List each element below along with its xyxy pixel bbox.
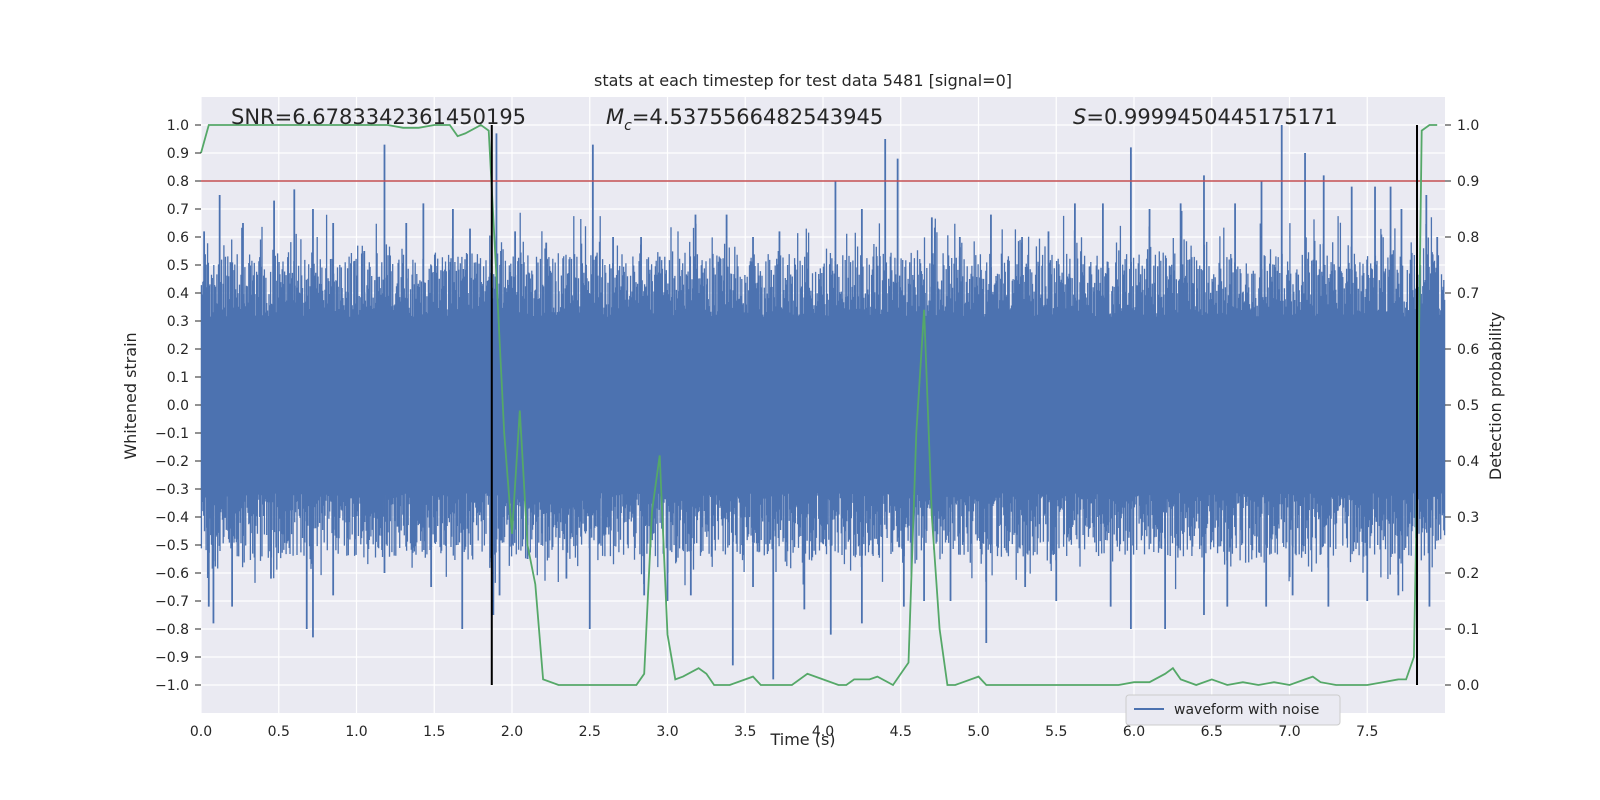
y-right-axis-label: Detection probability <box>1486 312 1505 480</box>
y-right-tick-label: 0.6 <box>1457 342 1479 358</box>
y-tick-label: −1.0 <box>155 678 189 694</box>
x-axis-label: Time (s) <box>769 730 835 749</box>
y-tick-label: −0.3 <box>155 482 189 498</box>
x-tick-label: 5.5 <box>1045 724 1067 740</box>
y-right-tick-label: 0.8 <box>1457 230 1479 246</box>
y-tick-label: −0.7 <box>155 594 189 610</box>
x-tick-label: 2.5 <box>579 724 601 740</box>
s-value: =0.9999450445175171 <box>1086 105 1337 129</box>
y-right-axis-ticks: 1.0 0.9 0.8 0.7 0.6 0.5 0.4 0.3 0.2 0.1 0.0 <box>1445 118 1479 694</box>
x-tick-label: 7.5 <box>1356 724 1378 740</box>
x-axis-ticks: 0.0 0.5 1.0 1.5 2.0 2.5 3.0 3.5 4.0 4.5 5.0 5.5 6.0 6… <box>190 724 1379 740</box>
chart-title: stats at each timestep for test data 548… <box>594 71 1012 90</box>
legend-box <box>1125 694 1341 726</box>
x-tick-label: 4.0 <box>812 724 834 740</box>
y-right-tick-label: 0.9 <box>1457 174 1479 190</box>
x-tick-label: 6.5 <box>1201 724 1223 740</box>
x-tick-label: 7.0 <box>1278 724 1300 740</box>
y-right-tick-label: 0.2 <box>1457 566 1479 582</box>
legend-label: waveform with noise <box>1174 702 1319 718</box>
y-right-tick-label: 0.4 <box>1457 454 1479 470</box>
probability-series-line <box>200 123 1438 687</box>
y-tick-label: 0.1 <box>167 370 189 386</box>
y-right-tick-label: 0.7 <box>1457 286 1479 302</box>
y-tick-label: 0.4 <box>167 286 189 302</box>
x-tick-label: 3.5 <box>734 724 756 740</box>
y-tick-label: 0.9 <box>167 146 189 162</box>
x-tick-label: 0.5 <box>268 724 290 740</box>
y-right-tick-label: 0.5 <box>1457 398 1479 414</box>
x-tick-label: 1.0 <box>345 724 367 740</box>
x-tick-label: 4.5 <box>890 724 912 740</box>
y-tick-label: −0.6 <box>155 566 189 582</box>
y-tick-label: 0.8 <box>167 174 189 190</box>
y-right-tick-label: 0.0 <box>1457 678 1479 694</box>
y-right-tick-label: 1.0 <box>1457 118 1479 134</box>
mc-annotation: Mc=4.5375566482543945 <box>606 105 883 134</box>
y-tick-label: 0.6 <box>167 230 189 246</box>
y-tick-label: −0.4 <box>155 510 189 526</box>
y-right-tick-label: 0.1 <box>1457 622 1479 638</box>
waveform-body <box>200 211 1446 592</box>
y-tick-label: 0.3 <box>167 314 189 330</box>
y-tick-label: 0.0 <box>167 398 189 414</box>
mc-symbol: M <box>606 105 624 129</box>
s-symbol: S <box>1073 105 1086 129</box>
x-tick-label: 5.0 <box>967 724 989 740</box>
y-tick-label: −0.1 <box>155 426 189 442</box>
x-tick-label: 2.0 <box>501 724 523 740</box>
x-tick-label: 6.0 <box>1123 724 1145 740</box>
y-tick-label: 1.0 <box>167 118 189 134</box>
y-tick-label: 0.2 <box>167 342 189 358</box>
x-tick-label: 1.5 <box>423 724 445 740</box>
snr-annotation: SNR=6.6783342361450195 <box>231 105 526 129</box>
s-annotation: S=0.9999450445175171 <box>1073 105 1338 129</box>
y-axis-label: Whitened strain <box>121 332 140 459</box>
x-tick-label: 0.0 <box>190 724 212 740</box>
y-tick-label: −0.5 <box>155 538 189 554</box>
y-tick-label: −0.9 <box>155 650 189 666</box>
y-axis-ticks: 1.0 0.9 0.8 0.7 0.6 0.5 0.4 0.3 0.2 0.1 0.0 −0.1 −0.… <box>155 118 201 694</box>
y-tick-label: −0.8 <box>155 622 189 638</box>
x-tick-label: 3.0 <box>656 724 678 740</box>
mc-subscript: c <box>624 118 632 134</box>
legend: waveform with noise <box>1125 694 1341 726</box>
vertical-markers <box>490 125 1419 685</box>
waveform-series <box>200 125 1446 680</box>
y-right-tick-label: 0.3 <box>1457 510 1479 526</box>
y-tick-label: 0.5 <box>167 258 189 274</box>
y-tick-label: −0.2 <box>155 454 189 470</box>
y-tick-label: 0.7 <box>167 202 189 218</box>
mc-value: =4.5375566482543945 <box>632 105 883 129</box>
